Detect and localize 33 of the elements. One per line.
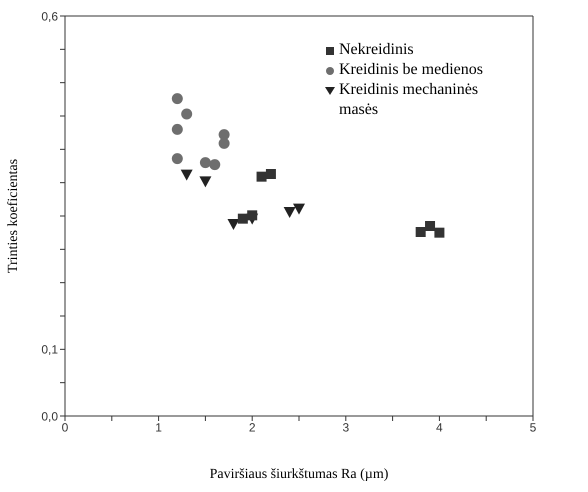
- x-tick-label: 2: [248, 420, 256, 435]
- x-tick-label: 5: [530, 420, 537, 435]
- x-axis-title: Paviršiaus šiurkštumas Ra (µm): [210, 467, 389, 482]
- point: [434, 228, 444, 238]
- point: [200, 157, 211, 168]
- legend-label: Nekreidinis: [339, 40, 414, 60]
- point: [247, 210, 258, 220]
- y-axis-title: Trinties koeficientas: [6, 158, 21, 274]
- point: [425, 221, 436, 231]
- x-tick-label: 0: [62, 420, 69, 435]
- point: [209, 159, 220, 170]
- point: [180, 170, 193, 181]
- legend-label: Kreidinis be medienos: [339, 60, 483, 80]
- point: [172, 124, 183, 135]
- point: [218, 138, 230, 149]
- point: [266, 169, 276, 179]
- x-tick-label: 1: [155, 420, 162, 435]
- point: [172, 93, 183, 104]
- x-tick-label: 3: [342, 420, 350, 435]
- point: [284, 207, 296, 218]
- point: [256, 172, 267, 182]
- point: [238, 214, 248, 224]
- point: [416, 227, 426, 237]
- point: [199, 176, 212, 188]
- x-tick-label: 4: [436, 420, 444, 435]
- y-tick-label: 0,1: [41, 342, 58, 357]
- point: [181, 108, 192, 120]
- y-tick-label: 0,6: [41, 9, 58, 24]
- point: [293, 204, 305, 215]
- y-tick-label: 0,0: [41, 409, 58, 424]
- point: [172, 153, 183, 164]
- legend-label: Kreidinis mechaninės masės: [339, 80, 480, 120]
- point: [227, 219, 240, 230]
